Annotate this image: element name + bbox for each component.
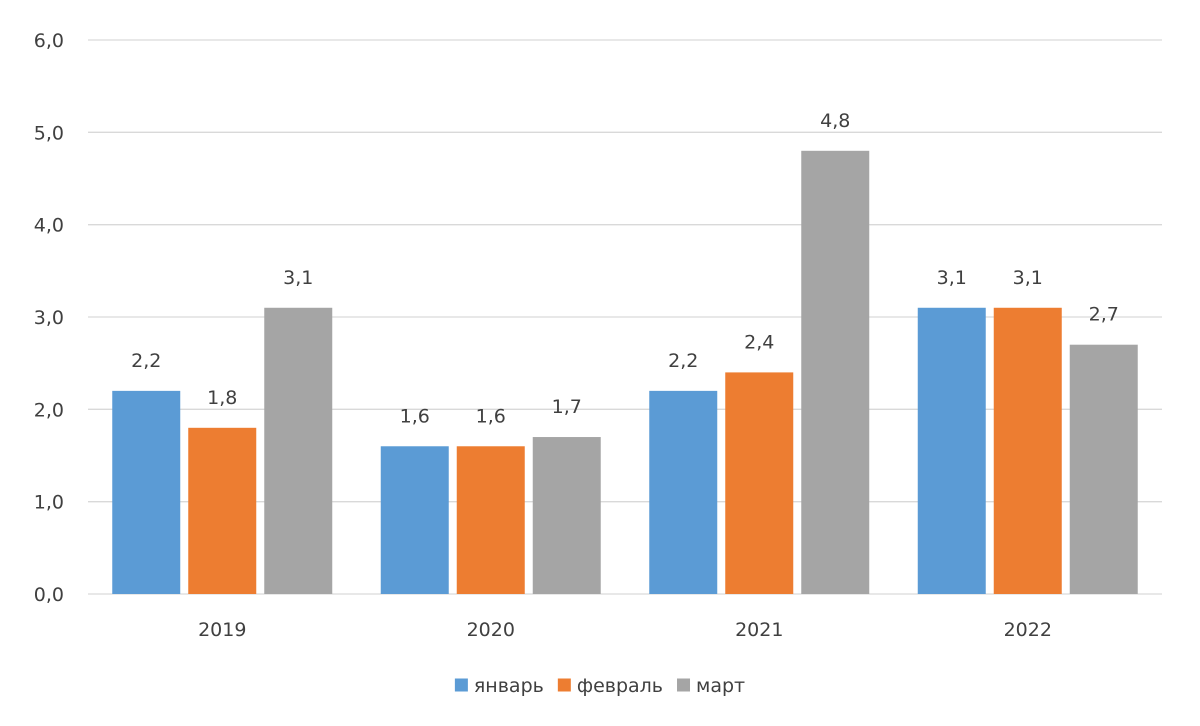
bar (112, 390, 181, 594)
legend-swatch (677, 678, 691, 692)
category-label: 2021 (735, 619, 783, 641)
data-label: 4,8 (820, 110, 850, 132)
legend-label: февраль (577, 675, 663, 697)
data-labels: 2,2 1,8 3,1 1,6 1,6 1,7 2,2 2,4 4,8 3,1 3,1 2,7 (131, 110, 1119, 427)
data-label: 2,4 (744, 331, 774, 353)
bar (188, 427, 257, 594)
bar (649, 390, 718, 594)
data-label: 2,2 (668, 350, 698, 372)
bar (917, 307, 986, 594)
y-tick-label: 6,0 (34, 30, 64, 52)
data-label: 1,6 (476, 405, 506, 427)
data-label: 3,1 (283, 267, 313, 289)
bar (380, 446, 449, 594)
data-label: 1,6 (400, 405, 430, 427)
legend-swatch (454, 678, 468, 692)
legend: январь февраль март (454, 675, 745, 697)
y-tick-label: 3,0 (34, 307, 64, 329)
category-label: 2020 (467, 619, 515, 641)
legend-label: январь (474, 675, 544, 697)
y-axis-ticks: 0,0 1,0 2,0 3,0 4,0 5,0 6,0 (34, 30, 64, 606)
category-label: 2019 (198, 619, 246, 641)
data-label: 1,7 (552, 396, 582, 418)
legend-swatch (557, 678, 571, 692)
bars (112, 150, 1138, 595)
data-label: 2,7 (1089, 304, 1119, 326)
bar (801, 150, 870, 595)
data-label: 1,8 (207, 387, 237, 409)
y-tick-label: 5,0 (34, 122, 64, 144)
y-tick-label: 4,0 (34, 215, 64, 237)
data-label: 3,1 (937, 267, 967, 289)
bar (1069, 344, 1138, 594)
bar (456, 446, 525, 594)
data-label: 2,2 (131, 350, 161, 372)
bar (532, 437, 601, 594)
y-tick-label: 0,0 (34, 584, 64, 606)
legend-label: март (696, 675, 745, 697)
bar (264, 307, 333, 594)
y-tick-label: 2,0 (34, 399, 64, 421)
bar (725, 372, 794, 594)
data-label: 3,1 (1013, 267, 1043, 289)
y-tick-label: 1,0 (34, 492, 64, 514)
x-axis-categories: 2019 2020 2021 2022 (198, 619, 1052, 641)
bar (993, 307, 1062, 594)
category-label: 2022 (1004, 619, 1052, 641)
